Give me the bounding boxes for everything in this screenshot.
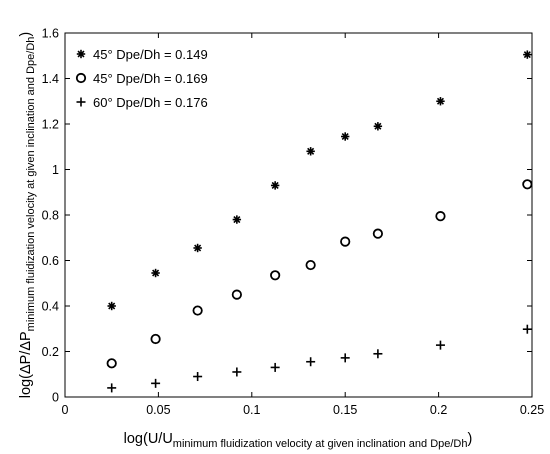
data-point-series-2 — [372, 228, 383, 239]
data-point-series-1 — [523, 50, 532, 59]
data-point-series-1 — [306, 147, 315, 156]
legend-marker-series-3 — [76, 97, 86, 107]
data-point-series-2 — [270, 270, 281, 281]
data-point-series-2 — [192, 305, 203, 316]
legend-label-series-2: 45° Dpe/Dh = 0.169 — [93, 71, 208, 86]
y-tick-label: 1.2 — [42, 118, 59, 132]
data-point-series-2 — [305, 259, 316, 271]
y-tick-label: 0.4 — [42, 300, 59, 314]
data-point-series-1 — [270, 181, 280, 190]
data-point-series-1 — [151, 268, 160, 278]
data-point-series-1 — [232, 215, 242, 224]
y-tick-label: 0.6 — [42, 254, 59, 268]
axis-ticks — [64, 32, 533, 398]
data-point-series-3 — [340, 353, 350, 363]
data-point-series-1 — [436, 97, 445, 106]
plot-area — [64, 32, 533, 398]
data-points — [106, 50, 533, 393]
data-point-series-3 — [270, 362, 280, 372]
y-tick-label: 0 — [52, 391, 59, 405]
x-tick-label: 0.1 — [243, 403, 260, 417]
y-tick-label: 0.2 — [42, 345, 59, 359]
y-tick-label: 0.8 — [42, 209, 59, 223]
x-tick-label: 0 — [62, 403, 69, 417]
data-point-series-3 — [107, 383, 117, 393]
legend-label-series-1: 45° Dpe/Dh = 0.149 — [93, 47, 208, 62]
data-point-series-3 — [193, 372, 203, 382]
y-tick-label: 1.6 — [42, 27, 59, 41]
x-axis-label: log(U/Uminimum fluidization velocity at … — [124, 431, 473, 450]
data-point-series-1 — [373, 122, 383, 131]
data-point-series-3 — [151, 378, 161, 388]
data-point-series-2 — [231, 289, 242, 300]
data-point-series-1 — [193, 243, 202, 253]
data-point-series-3 — [373, 349, 383, 359]
data-point-series-3 — [435, 340, 445, 350]
y-tick-label: 1 — [52, 163, 59, 177]
x-tick-label: 0.25 — [520, 403, 544, 417]
data-point-series-3 — [522, 324, 532, 334]
data-point-series-2 — [150, 333, 161, 345]
legend-marker-series-1 — [76, 49, 86, 59]
data-point-series-3 — [232, 367, 242, 377]
legend: 45° Dpe/Dh = 0.149 45° Dpe/Dh = 0.169 60… — [75, 47, 208, 110]
axis-tick-labels: 0 0.05 0.1 0.15 0.2 0.25 0 0.2 0.4 0.6 0.8 1 1.2 1.4 1… — [42, 27, 545, 418]
x-tick-label: 0.2 — [430, 403, 447, 417]
data-point-series-1 — [341, 132, 350, 141]
y-axis-label: log(ΔP/ΔPminimum fluidization velocity a… — [18, 32, 37, 398]
data-point-series-3 — [306, 357, 316, 367]
legend-marker-series-2 — [75, 72, 87, 84]
data-point-series-2 — [435, 211, 446, 222]
x-tick-label: 0.05 — [146, 403, 170, 417]
data-point-series-2 — [522, 179, 533, 190]
y-tick-label: 1.4 — [42, 72, 59, 86]
data-point-series-2 — [106, 358, 117, 369]
data-point-series-1 — [107, 301, 116, 311]
legend-markers — [75, 49, 87, 107]
legend-label-series-3: 60° Dpe/Dh = 0.176 — [93, 95, 208, 110]
x-tick-label: 0.15 — [333, 403, 357, 417]
data-point-series-2 — [340, 236, 351, 247]
